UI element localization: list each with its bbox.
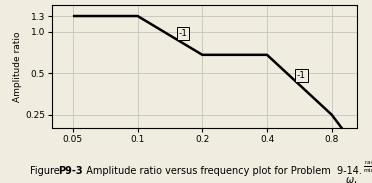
Text: P9-3: P9-3 — [58, 166, 82, 176]
Text: $\omega$,: $\omega$, — [345, 175, 357, 183]
Text: Figure: Figure — [30, 166, 62, 176]
Text: Amplitude ratio versus frequency plot for Problem  9-14.: Amplitude ratio versus frequency plot fo… — [80, 166, 362, 176]
Text: $\frac{\mathrm{rad}}{\mathrm{min}}$: $\frac{\mathrm{rad}}{\mathrm{min}}$ — [363, 159, 372, 175]
Y-axis label: Amplitude ratio: Amplitude ratio — [13, 31, 22, 102]
Text: -1: -1 — [179, 29, 187, 38]
Text: -1: -1 — [297, 71, 306, 80]
